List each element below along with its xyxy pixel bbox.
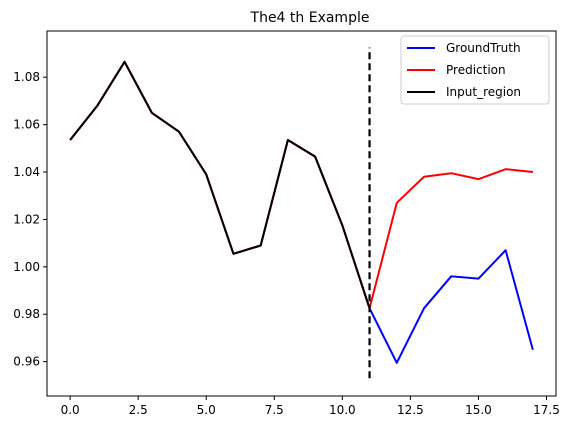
y-tick-label: 0.98	[13, 307, 40, 321]
legend-box	[400, 35, 550, 105]
y-tick-label: 1.00	[13, 260, 40, 274]
series-line-groundtruth	[69, 60, 534, 364]
chart-title: The4 th Example	[250, 10, 370, 26]
y-tick-label: 1.02	[13, 212, 40, 226]
legend: GroundTruth Prediction Input_region	[400, 35, 550, 105]
y-tick-label: 0.96	[13, 355, 40, 369]
x-tick-label: 2.5	[129, 403, 148, 417]
y-tick-label: 1.04	[13, 165, 40, 179]
x-tick-label: 15.0	[465, 403, 492, 417]
legend-label: GroundTruth	[446, 41, 521, 55]
x-tick-label: 5.0	[197, 403, 216, 417]
legend-label: Prediction	[446, 63, 506, 77]
x-tick-label: 12.5	[397, 403, 424, 417]
legend-label: Input_region	[446, 85, 521, 99]
y-tick-label: 1.06	[13, 118, 40, 132]
plot-frame	[46, 30, 557, 397]
series-line-input-region	[69, 60, 371, 309]
x-tick-label: 0.0	[61, 403, 80, 417]
x-tick-label: 17.5	[533, 403, 560, 417]
x-tick-label: 7.5	[265, 403, 284, 417]
x-tick-label: 10.0	[329, 403, 356, 417]
y-tick-label: 1.08	[13, 70, 40, 84]
